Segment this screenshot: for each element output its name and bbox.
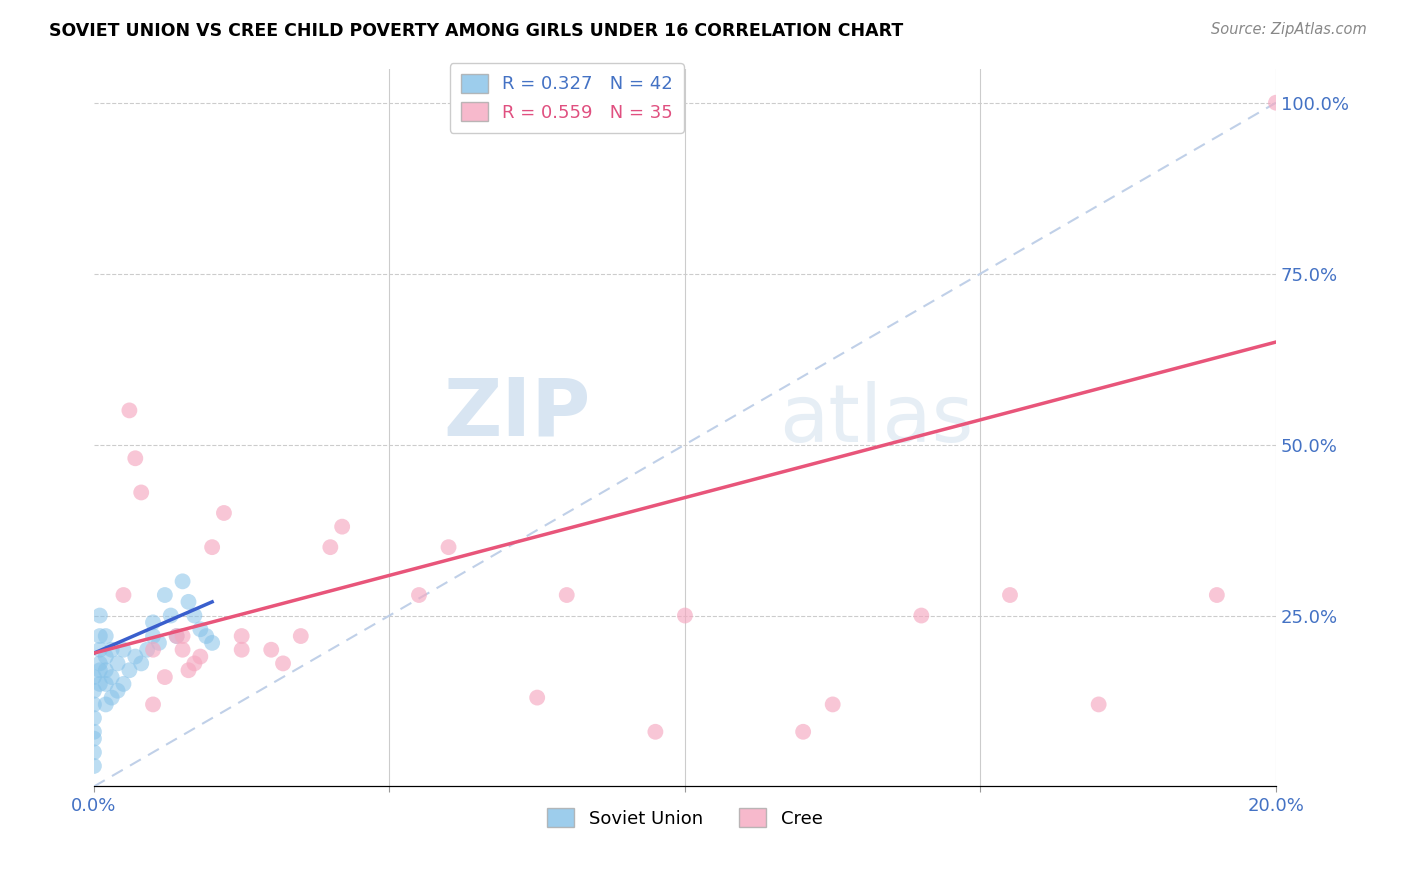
- Point: [177, 595, 200, 609]
- Point: [107, 683, 129, 698]
- Point: [188, 649, 211, 664]
- Point: [166, 629, 188, 643]
- Point: [124, 451, 146, 466]
- Point: [142, 615, 165, 630]
- Point: [112, 588, 135, 602]
- Point: [94, 698, 117, 712]
- Point: [1087, 698, 1109, 712]
- Point: [201, 540, 224, 554]
- Point: [89, 642, 111, 657]
- Point: [195, 629, 218, 643]
- Point: [290, 629, 312, 643]
- Text: ZIP: ZIP: [443, 374, 591, 452]
- Point: [673, 608, 696, 623]
- Point: [1265, 95, 1288, 110]
- Point: [910, 608, 932, 623]
- Point: [118, 403, 141, 417]
- Point: [142, 642, 165, 657]
- Point: [212, 506, 235, 520]
- Point: [112, 677, 135, 691]
- Point: [118, 663, 141, 677]
- Point: [260, 642, 283, 657]
- Point: [172, 629, 194, 643]
- Point: [94, 677, 117, 691]
- Text: SOVIET UNION VS CREE CHILD POVERTY AMONG GIRLS UNDER 16 CORRELATION CHART: SOVIET UNION VS CREE CHILD POVERTY AMONG…: [49, 22, 904, 40]
- Point: [129, 485, 152, 500]
- Text: atlas: atlas: [779, 381, 974, 459]
- Point: [177, 663, 200, 677]
- Point: [201, 636, 224, 650]
- Point: [83, 670, 105, 684]
- Point: [94, 629, 117, 643]
- Point: [792, 724, 814, 739]
- Point: [83, 759, 105, 773]
- Point: [136, 642, 159, 657]
- Point: [100, 642, 122, 657]
- Point: [83, 731, 105, 746]
- Point: [998, 588, 1021, 602]
- Point: [83, 698, 105, 712]
- Point: [89, 657, 111, 671]
- Point: [183, 608, 205, 623]
- Point: [319, 540, 342, 554]
- Point: [148, 636, 170, 650]
- Point: [124, 649, 146, 664]
- Point: [166, 629, 188, 643]
- Point: [83, 724, 105, 739]
- Point: [183, 657, 205, 671]
- Point: [100, 690, 122, 705]
- Point: [172, 642, 194, 657]
- Point: [142, 629, 165, 643]
- Point: [142, 698, 165, 712]
- Point: [153, 670, 176, 684]
- Point: [83, 711, 105, 725]
- Point: [83, 683, 105, 698]
- Point: [821, 698, 844, 712]
- Point: [89, 608, 111, 623]
- Point: [408, 588, 430, 602]
- Point: [644, 724, 666, 739]
- Point: [188, 622, 211, 636]
- Point: [107, 657, 129, 671]
- Point: [555, 588, 578, 602]
- Point: [89, 663, 111, 677]
- Point: [89, 677, 111, 691]
- Point: [172, 574, 194, 589]
- Point: [330, 519, 353, 533]
- Point: [526, 690, 548, 705]
- Point: [83, 745, 105, 759]
- Point: [159, 608, 181, 623]
- Point: [1205, 588, 1227, 602]
- Text: Source: ZipAtlas.com: Source: ZipAtlas.com: [1211, 22, 1367, 37]
- Point: [271, 657, 294, 671]
- Point: [231, 642, 253, 657]
- Legend: Soviet Union, Cree: Soviet Union, Cree: [540, 801, 830, 835]
- Point: [231, 629, 253, 643]
- Point: [153, 588, 176, 602]
- Point: [94, 649, 117, 664]
- Point: [100, 670, 122, 684]
- Point: [89, 629, 111, 643]
- Point: [94, 663, 117, 677]
- Point: [437, 540, 460, 554]
- Point: [129, 657, 152, 671]
- Point: [112, 642, 135, 657]
